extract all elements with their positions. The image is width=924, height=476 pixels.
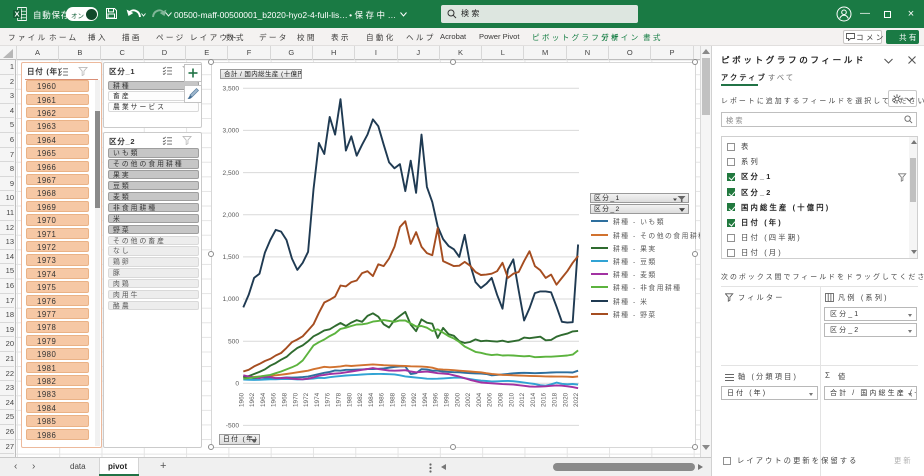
svg-text:2014: 2014	[530, 392, 537, 407]
svg-text:1984: 1984	[368, 392, 375, 407]
svg-text:1976: 1976	[325, 392, 332, 407]
svg-text:1980: 1980	[346, 392, 353, 407]
svg-text:3,000: 3,000	[222, 128, 239, 135]
svg-text:0: 0	[235, 381, 239, 388]
svg-text:1994: 1994	[422, 392, 429, 407]
svg-text:2018: 2018	[552, 392, 559, 407]
svg-text:2000: 2000	[454, 392, 461, 407]
svg-text:3,500: 3,500	[222, 85, 239, 92]
svg-text:1970: 1970	[292, 392, 299, 407]
svg-text:2006: 2006	[487, 392, 494, 407]
svg-text:1996: 1996	[433, 392, 440, 407]
svg-text:2004: 2004	[476, 392, 483, 407]
svg-text:2002: 2002	[465, 392, 472, 407]
svg-text:1,000: 1,000	[222, 296, 239, 303]
svg-text:1986: 1986	[379, 392, 386, 407]
svg-text:2008: 2008	[498, 392, 505, 407]
svg-text:500: 500	[228, 338, 239, 345]
svg-text:2012: 2012	[519, 392, 526, 407]
svg-text:-500: -500	[226, 423, 240, 430]
svg-text:1998: 1998	[444, 392, 451, 407]
svg-text:1972: 1972	[303, 392, 310, 407]
svg-text:2,000: 2,000	[222, 212, 239, 219]
svg-text:1960: 1960	[238, 392, 245, 407]
svg-text:1964: 1964	[260, 392, 267, 407]
svg-text:1992: 1992	[411, 392, 418, 407]
svg-text:X: X	[14, 10, 19, 19]
svg-text:2010: 2010	[508, 392, 515, 407]
svg-text:1962: 1962	[249, 392, 256, 407]
svg-text:1990: 1990	[400, 392, 407, 407]
svg-text:1968: 1968	[282, 392, 289, 407]
svg-text:2016: 2016	[541, 392, 548, 407]
svg-text:2,500: 2,500	[222, 170, 239, 177]
svg-text:1988: 1988	[390, 392, 397, 407]
svg-text:2020: 2020	[562, 392, 569, 407]
svg-text:1974: 1974	[314, 392, 321, 407]
svg-text:1978: 1978	[336, 392, 343, 407]
svg-text:2022: 2022	[573, 392, 580, 407]
svg-text:1966: 1966	[271, 392, 278, 407]
svg-text:1,500: 1,500	[222, 254, 239, 261]
svg-text:1982: 1982	[357, 392, 364, 407]
